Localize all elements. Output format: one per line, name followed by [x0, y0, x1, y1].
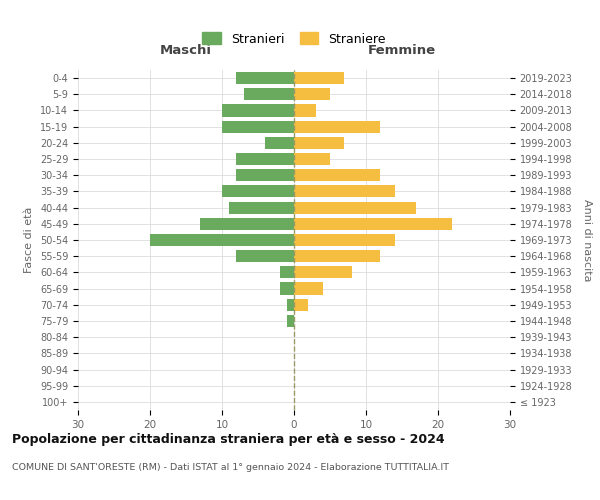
Text: COMUNE DI SANT'ORESTE (RM) - Dati ISTAT al 1° gennaio 2024 - Elaborazione TUTTIT: COMUNE DI SANT'ORESTE (RM) - Dati ISTAT … — [12, 462, 449, 471]
Bar — [294, 153, 330, 165]
Bar — [236, 72, 294, 84]
Bar — [287, 298, 294, 311]
Bar — [294, 186, 395, 198]
Bar — [280, 266, 294, 278]
Bar — [222, 120, 294, 132]
Text: Maschi: Maschi — [160, 44, 212, 57]
Bar — [294, 137, 344, 149]
Legend: Stranieri, Straniere: Stranieri, Straniere — [199, 28, 389, 50]
Bar — [294, 218, 452, 230]
Text: Popolazione per cittadinanza straniera per età e sesso - 2024: Popolazione per cittadinanza straniera p… — [12, 432, 445, 446]
Bar — [287, 315, 294, 327]
Bar — [294, 298, 308, 311]
Bar — [222, 186, 294, 198]
Bar — [280, 282, 294, 294]
Y-axis label: Anni di nascita: Anni di nascita — [582, 198, 592, 281]
Bar — [294, 169, 380, 181]
Bar — [294, 88, 330, 101]
Y-axis label: Fasce di età: Fasce di età — [25, 207, 34, 273]
Bar — [236, 153, 294, 165]
Bar — [265, 137, 294, 149]
Bar — [222, 104, 294, 117]
Bar — [236, 250, 294, 262]
Bar — [294, 234, 395, 246]
Bar — [229, 202, 294, 213]
Text: Femmine: Femmine — [368, 44, 436, 57]
Bar — [294, 266, 352, 278]
Bar — [200, 218, 294, 230]
Bar — [294, 282, 323, 294]
Bar — [150, 234, 294, 246]
Bar — [294, 72, 344, 84]
Bar — [236, 169, 294, 181]
Bar — [244, 88, 294, 101]
Bar — [294, 120, 380, 132]
Bar — [294, 104, 316, 117]
Bar — [294, 250, 380, 262]
Bar — [294, 202, 416, 213]
